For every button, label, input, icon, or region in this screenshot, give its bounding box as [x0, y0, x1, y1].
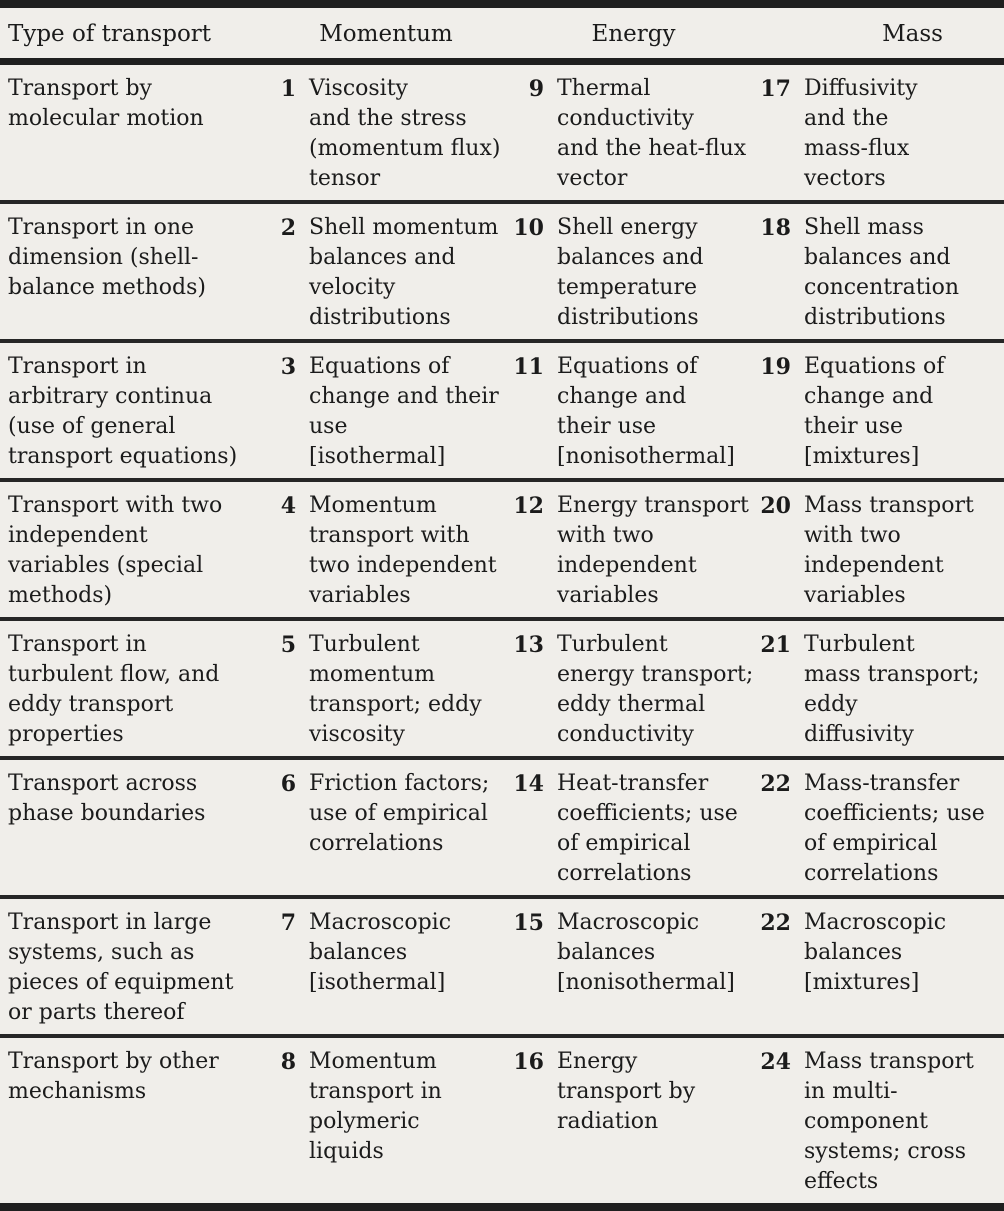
- chapter-number: 15: [513, 910, 544, 936]
- chapter-number: 19: [760, 354, 791, 380]
- mass-chapter-cell: 20 Mass transport with two independent v…: [757, 491, 1004, 611]
- row-category: Transport in large systems, such as piec…: [8, 910, 234, 1025]
- row-category: Transport in arbitrary continua (use of …: [8, 354, 238, 469]
- chapter-number: 8: [280, 1049, 296, 1075]
- chapter-number: 3: [280, 354, 296, 380]
- chapter-title: Mass transport in multi- component syste…: [804, 1049, 974, 1194]
- energy-chapter-cell: 11 Equations of change and their use [no…: [510, 352, 757, 472]
- mass-chapter-cell: 17 Diffusivity and the mass-flux vectors: [757, 74, 1004, 194]
- table-row: Transport in large systems, such as piec…: [0, 899, 1004, 1038]
- row-category: Transport by molecular motion: [8, 76, 204, 131]
- chapter-title: Shell momentum balances and velocity dis…: [309, 215, 499, 330]
- momentum-chapter-cell: 5 Turbulent momentum transport; eddy vis…: [262, 630, 510, 750]
- table-row: Transport in turbulent flow, and eddy tr…: [0, 621, 1004, 760]
- column-header-momentum: Momentum: [319, 21, 453, 47]
- row-category: Transport in one dimension (shell- balan…: [8, 215, 206, 300]
- momentum-chapter-cell: 8 Momentum transport in polymeric liquid…: [262, 1047, 510, 1197]
- row-category: Transport by other mechanisms: [8, 1049, 219, 1104]
- table-header-row: Type of transport Momentum Energy Mass: [0, 8, 1004, 65]
- momentum-chapter-cell: 4 Momentum transport with two independen…: [262, 491, 510, 611]
- energy-chapter-cell: 16 Energy transport by radiation: [510, 1047, 757, 1197]
- chapter-title: Heat-transfer coefficients; use of empir…: [557, 771, 738, 886]
- momentum-chapter-cell: 2 Shell momentum balances and velocity d…: [262, 213, 510, 333]
- column-header-energy: Energy: [591, 21, 676, 47]
- chapter-title: Turbulent mass transport; eddy diffusivi…: [804, 632, 980, 747]
- momentum-chapter-cell: 6 Friction factors; use of empirical cor…: [262, 769, 510, 889]
- chapter-number: 2: [280, 215, 296, 241]
- mass-chapter-cell: 21 Turbulent mass transport; eddy diffus…: [757, 630, 1004, 750]
- chapter-number: 4: [280, 493, 296, 519]
- row-category: Transport across phase boundaries: [8, 771, 206, 826]
- chapter-title: Thermal conductivity and the heat-flux v…: [557, 76, 747, 191]
- chapter-title: Macroscopic balances [nonisothermal]: [557, 910, 735, 995]
- chapter-title: Energy transport by radiation: [557, 1049, 696, 1134]
- mass-chapter-cell: 22 Macroscopic balances [mixtures]: [757, 908, 1004, 1028]
- chapter-title: Macroscopic balances [isothermal]: [309, 910, 452, 995]
- chapter-title: Turbulent energy transport; eddy thermal…: [557, 632, 754, 747]
- chapter-title: Diffusivity and the mass-flux vectors: [804, 76, 918, 191]
- energy-chapter-cell: 13 Turbulent energy transport; eddy ther…: [510, 630, 757, 750]
- chapter-title: Mass transport with two independent vari…: [804, 493, 974, 608]
- chapter-title: Energy transport with two independent va…: [557, 493, 749, 608]
- chapter-number: 22: [760, 910, 791, 936]
- chapter-number: 13: [513, 632, 544, 658]
- chapter-title: Shell mass balances and concentration di…: [804, 215, 960, 330]
- momentum-chapter-cell: 1 Viscosity and the stress (momentum flu…: [262, 74, 510, 194]
- chapter-number: 6: [280, 771, 296, 797]
- row-category: Transport with two independent variables…: [8, 493, 223, 608]
- table-row: Transport in arbitrary continua (use of …: [0, 343, 1004, 482]
- mass-chapter-cell: 19 Equations of change and their use [mi…: [757, 352, 1004, 472]
- energy-chapter-cell: 12 Energy transport with two independent…: [510, 491, 757, 611]
- chapter-title: Friction factors; use of empirical corre…: [309, 771, 490, 856]
- chapter-number: 9: [528, 76, 544, 102]
- chapter-number: 20: [760, 493, 791, 519]
- column-header-mass: Mass: [882, 21, 943, 47]
- row-category: Transport in turbulent flow, and eddy tr…: [8, 632, 220, 747]
- table-row: Transport by molecular motion 1 Viscosit…: [0, 65, 1004, 204]
- chapter-number: 17: [760, 76, 791, 102]
- chapter-title: Mass-transfer coefficients; use of empir…: [804, 771, 985, 886]
- energy-chapter-cell: 15 Macroscopic balances [nonisothermal]: [510, 908, 757, 1028]
- chapter-number: 18: [760, 215, 791, 241]
- energy-chapter-cell: 10 Shell energy balances and temperature…: [510, 213, 757, 333]
- chapter-number: 5: [280, 632, 296, 658]
- chapter-title: Momentum transport with two independent …: [309, 493, 497, 608]
- chapter-number: 22: [760, 771, 791, 797]
- column-header-type-of-transport: Type of transport: [8, 21, 212, 47]
- chapter-number: 7: [280, 910, 296, 936]
- chapter-number: 14: [513, 771, 544, 797]
- chapter-title: Macroscopic balances [mixtures]: [804, 910, 947, 995]
- energy-chapter-cell: 14 Heat-transfer coefficients; use of em…: [510, 769, 757, 889]
- chapter-number: 21: [760, 632, 791, 658]
- chapter-number: 16: [513, 1049, 544, 1075]
- table-row: Transport with two independent variables…: [0, 482, 1004, 621]
- momentum-chapter-cell: 3 Equations of change and their use [iso…: [262, 352, 510, 472]
- chapter-title: Equations of change and their use [mixtu…: [804, 354, 945, 469]
- chapter-number: 12: [513, 493, 544, 519]
- mass-chapter-cell: 24 Mass transport in multi- component sy…: [757, 1047, 1004, 1197]
- mass-chapter-cell: 18 Shell mass balances and concentration…: [757, 213, 1004, 333]
- table-row: Transport in one dimension (shell- balan…: [0, 204, 1004, 343]
- mass-chapter-cell: 22 Mass-transfer coefficients; use of em…: [757, 769, 1004, 889]
- energy-chapter-cell: 9 Thermal conductivity and the heat-flux…: [510, 74, 757, 194]
- chapter-title: Equations of change and their use [nonis…: [557, 354, 735, 469]
- chapter-number: 11: [513, 354, 544, 380]
- chapter-title: Shell energy balances and temperature di…: [557, 215, 704, 330]
- table-row: Transport by other mechanisms 8 Momentum…: [0, 1038, 1004, 1203]
- chapter-title: Viscosity and the stress (momentum flux)…: [309, 76, 501, 191]
- chapter-title: Momentum transport in polymeric liquids: [309, 1049, 442, 1164]
- chapter-number: 10: [513, 215, 544, 241]
- chapter-number: 1: [280, 76, 296, 102]
- momentum-chapter-cell: 7 Macroscopic balances [isothermal]: [262, 908, 510, 1028]
- chapter-title: Equations of change and their use [isoth…: [309, 354, 499, 469]
- chapter-number: 24: [760, 1049, 791, 1075]
- chapter-title: Turbulent momentum transport; eddy visco…: [309, 632, 482, 747]
- table-row: Transport across phase boundaries 6 Fric…: [0, 760, 1004, 899]
